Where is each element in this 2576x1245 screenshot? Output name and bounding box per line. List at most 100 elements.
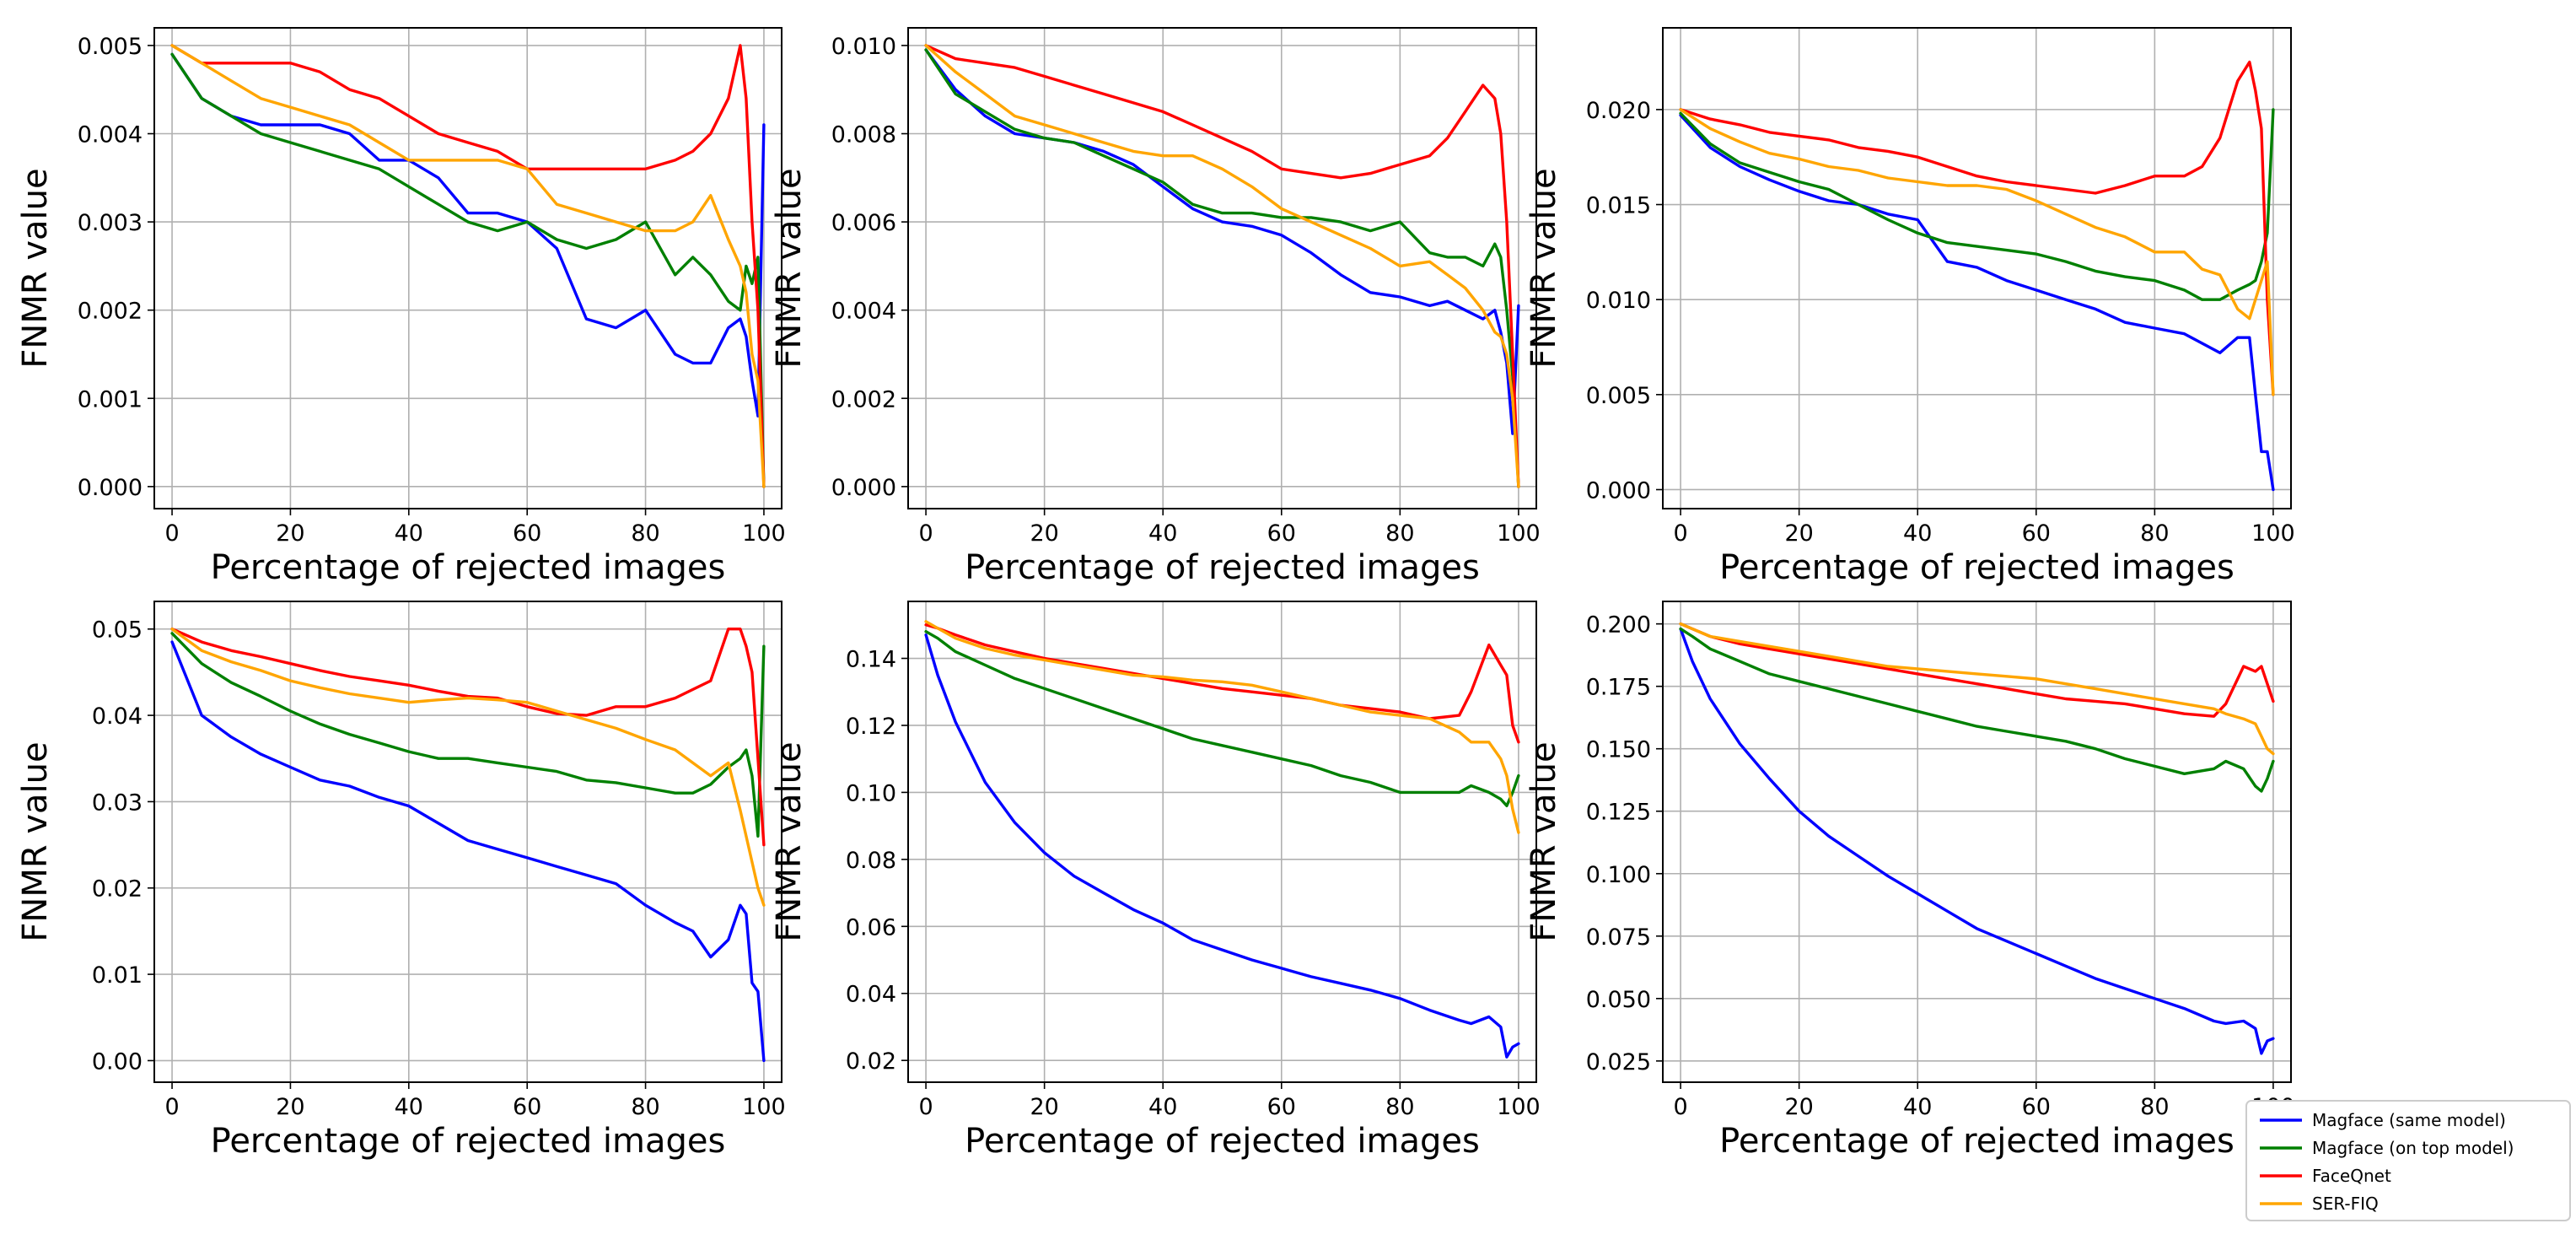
x-tick-label: 40 (395, 520, 423, 547)
series-line-serfiq (170, 44, 766, 488)
y-tick-label: 0.06 (846, 914, 896, 940)
y-tick-label: 0.03 (92, 790, 143, 816)
y-tick-label: 0.200 (1586, 612, 1651, 639)
x-tick-label: 40 (1148, 520, 1177, 547)
series-line-magface-same (924, 633, 1520, 1059)
y-tick-label: 0.010 (831, 34, 896, 60)
y-tick-label: 0.002 (78, 299, 143, 325)
y-axis-label: FNMR value (770, 741, 809, 941)
plot-frame (907, 601, 1537, 1083)
y-tick-label: 0.100 (1586, 862, 1651, 888)
plot-frame (153, 27, 782, 509)
series-line-serfiq (924, 620, 1520, 834)
chart-panel-5: 0 20 40 60 80 100 0.02 0.04 0.06 0.08 0.10 0.12 0.14… (770, 601, 1541, 1161)
x-tick-label: 20 (1784, 520, 1813, 547)
series-line-faceqnet (924, 623, 1520, 744)
y-tick-label: 0.003 (78, 210, 143, 236)
series-line-serfiq (170, 628, 766, 907)
x-tick-label: 0 (918, 520, 933, 547)
x-tick-label: 0 (164, 1094, 179, 1120)
series-line-faceqnet (170, 628, 766, 847)
y-axis-label: FNMR value (16, 741, 55, 941)
x-tick-label: 80 (1385, 520, 1414, 547)
x-tick-label: 40 (1148, 1094, 1177, 1120)
legend-label-faceqnet: FaceQnet (2312, 1166, 2391, 1186)
y-axis-label: FNMR value (770, 168, 809, 368)
plot-frame (153, 601, 782, 1083)
series-line-magface-top (1679, 627, 2275, 793)
series-line-serfiq (1679, 108, 2275, 396)
y-tick-label: 0.020 (1586, 98, 1651, 124)
y-tick-label: 0.04 (846, 982, 896, 1008)
y-tick-label: 0.005 (78, 34, 143, 60)
x-axis-label: Percentage of rejected images (965, 1122, 1480, 1161)
y-tick-label: 0.150 (1586, 737, 1651, 763)
y-tick-label: 0.001 (78, 386, 143, 412)
y-tick-label: 0.04 (92, 703, 143, 730)
x-tick-label: 80 (631, 1094, 659, 1120)
y-tick-label: 0.000 (831, 475, 896, 501)
y-axis-label: FNMR value (1525, 741, 1563, 941)
x-tick-label: 20 (1030, 520, 1058, 547)
x-tick-label: 60 (1267, 520, 1296, 547)
series-line-magface-same (1679, 113, 2275, 492)
chart-panel-1: 0 20 40 60 80 100 0.000 0.001 0.002 0.003 0.004 0.0… (16, 27, 786, 587)
y-tick-label: 0.010 (1586, 288, 1651, 314)
series-line-serfiq (924, 44, 1520, 488)
chart-panel-4: 0 20 40 60 80 100 0.00 0.01 0.02 0.03 0.04 0.05 Perc… (16, 601, 786, 1161)
x-axis-label: Percentage of rejected images (1719, 1122, 2235, 1161)
chart-panel-2: 0 20 40 60 80 100 0.000 0.002 0.004 0.006 0.008 0.0… (770, 27, 1541, 587)
series-line-magface-top (170, 52, 766, 488)
x-axis-label: Percentage of rejected images (211, 548, 726, 587)
y-tick-label: 0.175 (1586, 675, 1651, 701)
x-tick-label: 100 (742, 520, 786, 547)
chart-panel-3: 0 20 40 60 80 100 0.000 0.005 0.010 0.015 0.020 Per… (1525, 27, 2295, 587)
legend: Magface (same model) Magface (on top mod… (2245, 1100, 2571, 1221)
x-tick-label: 80 (631, 520, 659, 547)
y-tick-label: 0.075 (1586, 924, 1651, 951)
series-line-magface-same (1679, 627, 2275, 1055)
x-tick-label: 80 (2140, 1094, 2169, 1120)
x-tick-label: 40 (395, 1094, 423, 1120)
x-tick-label: 100 (2251, 520, 2295, 547)
x-axis-label: Percentage of rejected images (211, 1122, 726, 1161)
x-tick-label: 60 (513, 520, 541, 547)
x-tick-label: 60 (2022, 520, 2051, 547)
x-tick-label: 40 (1903, 520, 1932, 547)
y-axis-label: FNMR value (16, 168, 55, 368)
y-tick-label: 0.025 (1586, 1049, 1651, 1075)
series-line-magface-top (1679, 108, 2275, 301)
x-tick-label: 0 (918, 1094, 933, 1120)
x-axis-label: Percentage of rejected images (965, 548, 1480, 587)
x-tick-label: 100 (1497, 520, 1541, 547)
series-line-magface-same (170, 52, 766, 418)
y-tick-label: 0.006 (831, 210, 896, 236)
plot-frame (907, 27, 1537, 509)
y-tick-label: 0.10 (846, 780, 896, 806)
x-tick-label: 80 (1385, 1094, 1414, 1120)
x-tick-label: 20 (1030, 1094, 1058, 1120)
x-tick-label: 20 (1784, 1094, 1813, 1120)
chart-panels: 0 20 40 60 80 100 0.000 0.001 0.002 0.003 0.004 0.0… (16, 27, 2295, 1161)
x-tick-label: 60 (2022, 1094, 2051, 1120)
x-axis-label: Percentage of rejected images (1719, 548, 2235, 587)
x-tick-label: 60 (1267, 1094, 1296, 1120)
y-tick-label: 0.015 (1586, 193, 1651, 219)
y-tick-label: 0.125 (1586, 800, 1651, 826)
x-tick-label: 40 (1903, 1094, 1932, 1120)
series-line-magface-top (924, 630, 1520, 807)
y-tick-label: 0.004 (78, 122, 143, 148)
series-line-serfiq (1679, 622, 2275, 756)
chart-panel-6: 0204060801000.0250.0500.0750.1000.1250.1… (1525, 601, 2295, 1161)
y-tick-label: 0.004 (831, 299, 896, 325)
x-tick-label: 0 (1673, 1094, 1687, 1120)
legend-label-magface-top: Magface (on top model) (2312, 1138, 2514, 1158)
y-tick-label: 0.008 (831, 122, 896, 148)
series-line-magface-same (170, 640, 766, 1063)
y-tick-label: 0.000 (1586, 477, 1651, 504)
x-tick-label: 20 (276, 1094, 304, 1120)
y-tick-label: 0.01 (92, 962, 143, 989)
plot-frame (1662, 27, 2292, 509)
y-tick-label: 0.12 (846, 714, 896, 740)
